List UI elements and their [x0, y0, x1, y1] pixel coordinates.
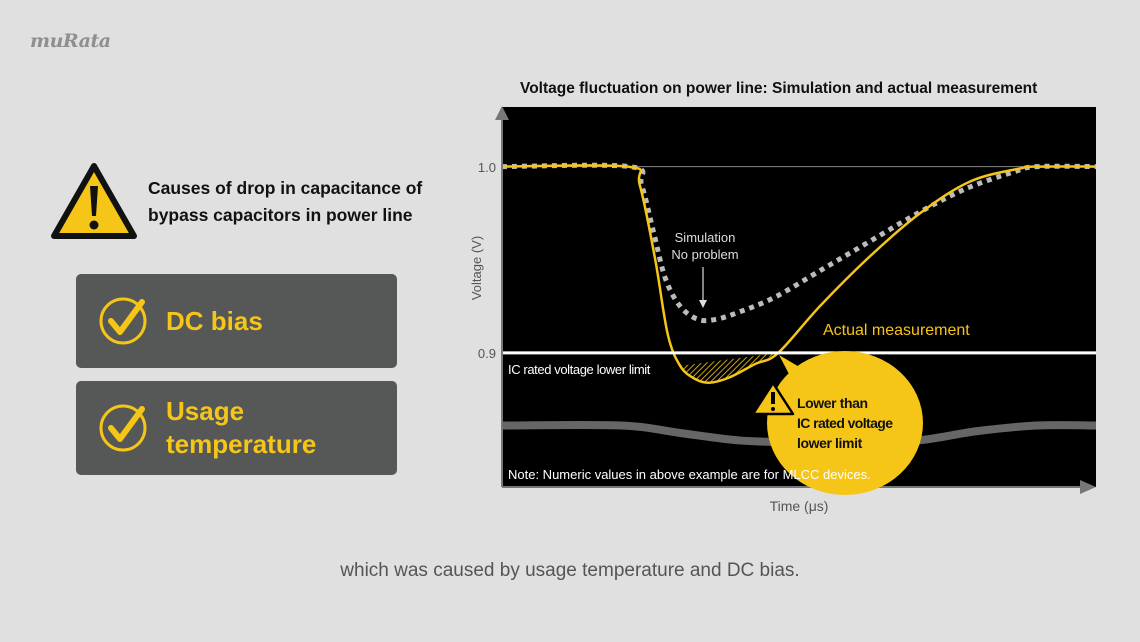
warning-icon [51, 163, 137, 239]
cause-usage-temperature: Usage temperature [76, 381, 397, 475]
simulation-label-2: No problem [671, 247, 738, 262]
reference-line-label: IC rated voltage lower limit [508, 362, 651, 377]
x-axis-label: Time (μs) [770, 498, 829, 514]
warning-line-2: bypass capacitors in power line [148, 205, 413, 225]
callout-warning-icon [751, 381, 795, 416]
cause-label-line-1: Usage [166, 396, 245, 426]
x-axis-arrow [1080, 480, 1096, 494]
chart-title: Voltage fluctuation on power line: Simul… [520, 80, 1038, 97]
cause-label-line-2: temperature [166, 429, 317, 459]
chart-note: Note: Numeric values in above example ar… [508, 467, 871, 482]
y-tick-label: 0.9 [478, 346, 496, 361]
simulation-label: Simulation [675, 230, 736, 245]
check-circle-icon [99, 297, 147, 345]
callout-text: lower limit [797, 435, 863, 451]
warning-heading: Causes of drop in capacitance of bypass … [50, 162, 422, 242]
warning-line-1: Causes of drop in capacitance of [148, 178, 423, 198]
subtitle-caption: which was caused by usage temperature an… [340, 560, 800, 581]
cause-dc-bias: DC bias [76, 274, 397, 368]
simulation-arrowhead [699, 300, 707, 308]
actual-measurement-label: Actual measurement [823, 322, 970, 339]
check-circle-icon [99, 404, 147, 452]
series-line-actual-measurement [501, 163, 1097, 384]
callout-bubble [767, 351, 923, 495]
y-axis-label: Voltage (V) [469, 236, 484, 300]
below-limit-area [680, 352, 779, 383]
cause-label: DC bias [166, 305, 263, 336]
y-axis-arrow [495, 106, 509, 120]
murata-logo: muRata [30, 30, 111, 52]
y-tick-label: 1.0 [478, 160, 496, 175]
callout-text: IC rated voltage [797, 415, 893, 431]
callout-text: Lower than [797, 395, 868, 411]
